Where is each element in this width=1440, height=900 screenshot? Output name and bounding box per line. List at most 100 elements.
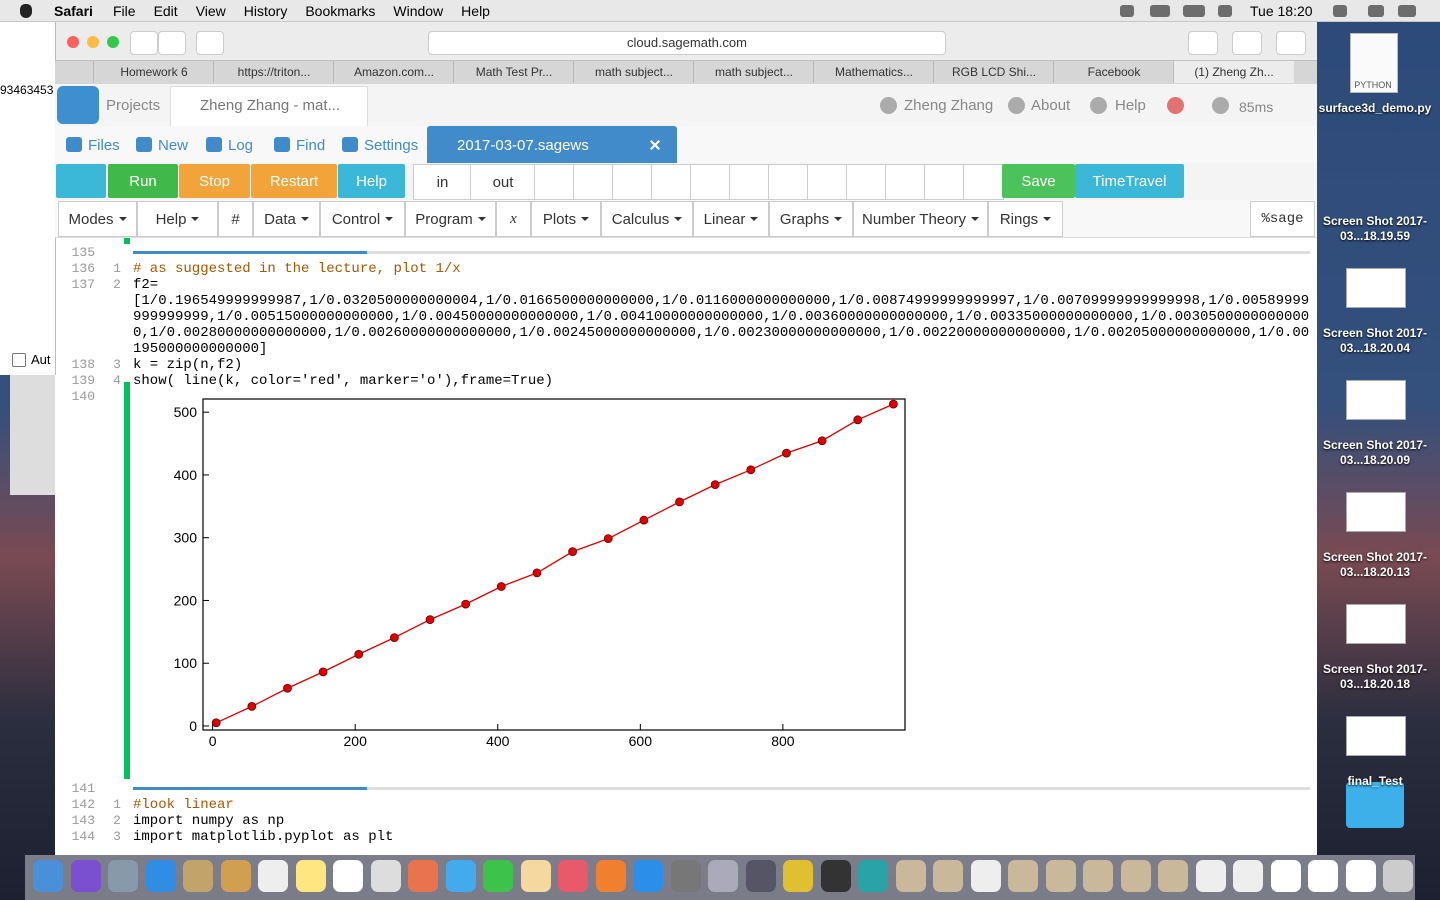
projects-link[interactable]: Projects [106,97,161,114]
restart-button[interactable]: Restart [251,164,337,198]
menu-button[interactable]: Number Theory [853,201,988,237]
close-tab[interactable] [650,140,660,150]
browser-tab[interactable]: https://triton... [213,61,334,83]
folder[interactable] [1346,782,1404,828]
window-button[interactable] [107,36,119,48]
menu-button[interactable]: Plots [531,201,601,237]
menu-button[interactable]: Modes [58,201,137,237]
browser-tab[interactable]: RGB LCD Shi... [933,61,1054,83]
code-text[interactable]: k = zip(n,f2) [133,357,243,373]
nav-link[interactable]: Log [228,137,254,154]
menu-item[interactable]: Window [393,3,444,19]
desktop-label[interactable]: final_Test [1347,774,1403,788]
dock-icon[interactable] [970,860,1001,892]
tool-button[interactable] [963,164,1004,200]
fold-toggle[interactable] [95,245,133,261]
code-text[interactable]: import numpy as np [133,813,285,829]
dock-icon[interactable] [408,860,438,892]
app-menu[interactable]: Safari [54,3,93,19]
dock-icon[interactable] [183,860,213,892]
thumbnail[interactable] [1346,268,1406,308]
dock-icon[interactable] [370,860,401,892]
tool-button[interactable] [885,164,926,200]
dock-icon[interactable] [1120,860,1151,892]
sage-logo[interactable] [57,86,99,124]
user-name[interactable]: Zheng Zhang [904,97,994,114]
menu-button[interactable]: Help [137,201,218,237]
dock-icon[interactable] [1195,860,1226,892]
tool-button[interactable] [651,164,692,200]
dock-icon[interactable] [220,860,251,892]
menu-button[interactable]: Graphs [769,201,853,237]
stop-button[interactable]: Stop [179,164,250,198]
nav-button[interactable] [196,31,224,55]
status-icon[interactable] [1183,5,1205,17]
file-tab[interactable] [427,126,677,163]
code-text[interactable]: show( line(k, color='red', marker='o'),f… [133,373,554,389]
tool-button[interactable] [924,164,965,200]
desktop-label[interactable]: Screen Shot 2017-03...18.20.18 [1322,662,1428,691]
project-tab[interactable] [170,86,368,127]
nav-link[interactable]: Settings [364,137,419,154]
tool-button[interactable] [534,164,575,200]
tool-button[interactable] [573,164,614,200]
dock-icon[interactable] [670,860,701,892]
dock-icon[interactable] [258,860,288,892]
nav-button[interactable] [130,31,158,55]
dock-icon[interactable] [783,860,813,892]
browser-tab[interactable]: math subject... [693,61,814,83]
tool-button[interactable] [768,164,809,200]
tool-button[interactable] [612,164,653,200]
window-button[interactable] [87,36,99,48]
thumbnail[interactable] [1346,380,1406,420]
menu-item[interactable]: File [113,3,136,19]
address-bar[interactable]: cloud.sagemath.com [428,31,946,55]
dock-icon[interactable] [595,860,626,892]
nav-button[interactable] [158,31,186,55]
toolbar-button[interactable] [1232,31,1262,55]
menu-button[interactable]: Rings [988,201,1063,237]
dock-icon[interactable] [1383,860,1413,892]
thumbnail[interactable] [1346,604,1406,644]
menu-button[interactable]: Linear [693,201,769,237]
menu-button[interactable]: Program [405,201,496,237]
menu-item[interactable]: View [195,3,226,19]
dock-icon[interactable] [1345,860,1376,892]
dock-icon[interactable] [70,860,101,892]
status-icon[interactable] [1120,5,1134,17]
dock-icon[interactable] [33,860,63,892]
help-button[interactable]: Help [338,164,405,198]
desktop-label[interactable]: Screen Shot 2017-03...18.19.59 [1322,214,1428,243]
browser-tab[interactable]: Mathematics... [813,61,934,83]
dock-icon[interactable] [1008,860,1038,892]
dock-icon[interactable] [558,860,588,892]
nav-link[interactable]: Files [88,137,120,154]
dock-icon[interactable] [1083,860,1113,892]
browser-tab[interactable]: (1) Zheng Zh... [1173,61,1294,83]
thumbnail[interactable] [1346,492,1406,532]
browser-tab[interactable]: math subject... [573,61,694,83]
project-tab-title[interactable]: Zheng Zhang - mat... [200,97,341,114]
output-toggle[interactable]: out [470,164,536,200]
tool-button[interactable] [729,164,770,200]
dock-icon[interactable] [1308,860,1338,892]
code-text[interactable]: import matplotlib.pyplot as plt [133,829,394,845]
browser-tab[interactable]: Math Test Pr... [453,61,574,83]
nav-link[interactable]: New [158,137,189,154]
dock-icon[interactable] [1233,860,1263,892]
status-icon[interactable] [1218,5,1232,17]
dock-icon[interactable] [1158,860,1188,892]
save-button[interactable]: Save [1002,164,1075,198]
window-button[interactable] [67,36,79,48]
dock-icon[interactable] [933,860,963,892]
menu-button[interactable]: Control [320,201,405,237]
toolbar-button[interactable] [1188,31,1218,55]
code-text[interactable]: [1/0.196549999999987,1/0.032050000000000… [133,293,1310,357]
menu-item[interactable]: History [243,3,288,19]
menu-button[interactable]: # [218,201,253,237]
dock-icon[interactable] [483,860,513,892]
thumbnail[interactable] [1346,716,1406,756]
checkbox[interactable] [12,353,26,367]
timetravel-button[interactable]: TimeTravel [1075,164,1184,198]
code-text[interactable]: #look linear [133,797,234,813]
